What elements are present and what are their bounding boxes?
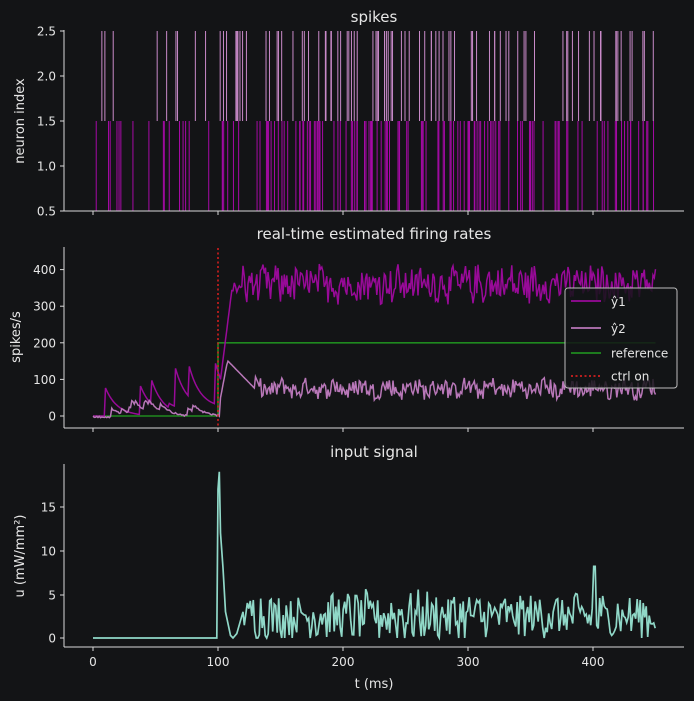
spikes-ytick-label: 2.0: [37, 70, 56, 84]
rates-ytick-label: 0: [48, 410, 56, 424]
input-signal-title: input signal: [330, 443, 418, 461]
legend-label-reference: reference: [611, 347, 668, 361]
legend-entry-y2: ŷ2: [571, 322, 626, 336]
rates-legend: ŷ1 ŷ2 reference ctrl on: [564, 287, 678, 389]
rates-ytick: 100: [33, 373, 64, 387]
spikes-ytick: 2.0: [37, 70, 64, 84]
legend-label-y2: ŷ2: [611, 322, 626, 336]
spike-raster: [95, 31, 655, 211]
spikes-y-label: neuron index: [13, 78, 28, 164]
rates-x-ticks: [92, 428, 594, 432]
input-ytick-label: 5: [48, 589, 56, 603]
spikes-ytick-label: 1.5: [37, 115, 56, 129]
firing-rates-panel: real-time estimated firing rates 0 100 2…: [9, 225, 684, 432]
firing-rates-title: real-time estimated firing rates: [257, 225, 492, 243]
legend-entry-ctrl-on: ctrl on: [571, 370, 649, 384]
rates-ytick-label: 300: [33, 300, 56, 314]
spikes-ytick: 1.5: [37, 115, 64, 129]
input-ytick: 15: [41, 501, 64, 515]
spikes-ytick-label: 0.5: [37, 205, 56, 219]
input-signal-panel: input signal 0 5 10 15 0 100 200 300 400…: [13, 443, 684, 692]
input-ytick-label: 10: [41, 545, 56, 559]
rates-ytick-label: 100: [33, 373, 56, 387]
input-xtick-label: 200: [332, 655, 355, 669]
y2-rate-line: [92, 359, 657, 419]
spikes-ytick-label: 1.0: [37, 160, 56, 174]
input-y-ticks: 0 5 10 15: [41, 501, 64, 646]
input-ytick: 5: [48, 589, 64, 603]
input-xtick: 400: [582, 647, 605, 669]
spikes-ytick: 2.5: [37, 25, 64, 39]
input-ytick-label: 0: [48, 632, 56, 646]
input-xtick: 200: [332, 647, 355, 669]
spikes-y-ticks: 0.5 1.0 1.5 2.0 2.5: [37, 25, 64, 219]
rates-y-ticks: 0 100 200 300 400: [33, 263, 64, 424]
legend-label-ctrl-on: ctrl on: [611, 370, 649, 384]
spikes-ytick: 1.0: [37, 160, 64, 174]
input-ytick-label: 15: [41, 501, 56, 515]
spikes-x-ticks: [92, 211, 594, 215]
input-xtick: 100: [207, 647, 230, 669]
legend-label-y1: ŷ1: [611, 295, 626, 309]
input-xtick-label: 400: [582, 655, 605, 669]
input-signal-line: [93, 471, 657, 641]
legend-frame: [564, 287, 678, 389]
input-ytick: 10: [41, 545, 64, 559]
input-x-label: t (ms): [355, 677, 394, 692]
legend-entry-y1: ŷ1: [571, 295, 626, 309]
input-xtick: 0: [89, 647, 97, 669]
input-x-ticks: 0 100 200 300 400: [89, 647, 604, 669]
rates-ytick: 0: [48, 410, 64, 424]
rates-ytick-label: 400: [33, 263, 56, 277]
input-y-label: u (mW/mm²): [13, 515, 28, 598]
legend-entry-reference: reference: [571, 347, 668, 361]
spikes-panel: spikes 0.5 1.0 1.5 2.0 2.5 neuron index: [13, 8, 684, 219]
spikes-ytick-label: 2.5: [37, 25, 56, 39]
y1-rate-line: [93, 263, 657, 417]
spikes-ytick: 0.5: [37, 205, 64, 219]
input-xtick-label: 0: [89, 655, 97, 669]
input-ytick: 0: [48, 632, 64, 646]
rates-ytick-label: 200: [33, 336, 56, 350]
spikes-title: spikes: [351, 8, 398, 26]
input-xtick-label: 100: [207, 655, 230, 669]
rates-ytick: 300: [33, 300, 64, 314]
input-xtick-label: 300: [457, 655, 480, 669]
rates-y-label: spikes/s: [9, 311, 24, 363]
rates-ytick: 200: [33, 336, 64, 350]
input-xtick: 300: [457, 647, 480, 669]
rates-ytick: 400: [33, 263, 64, 277]
